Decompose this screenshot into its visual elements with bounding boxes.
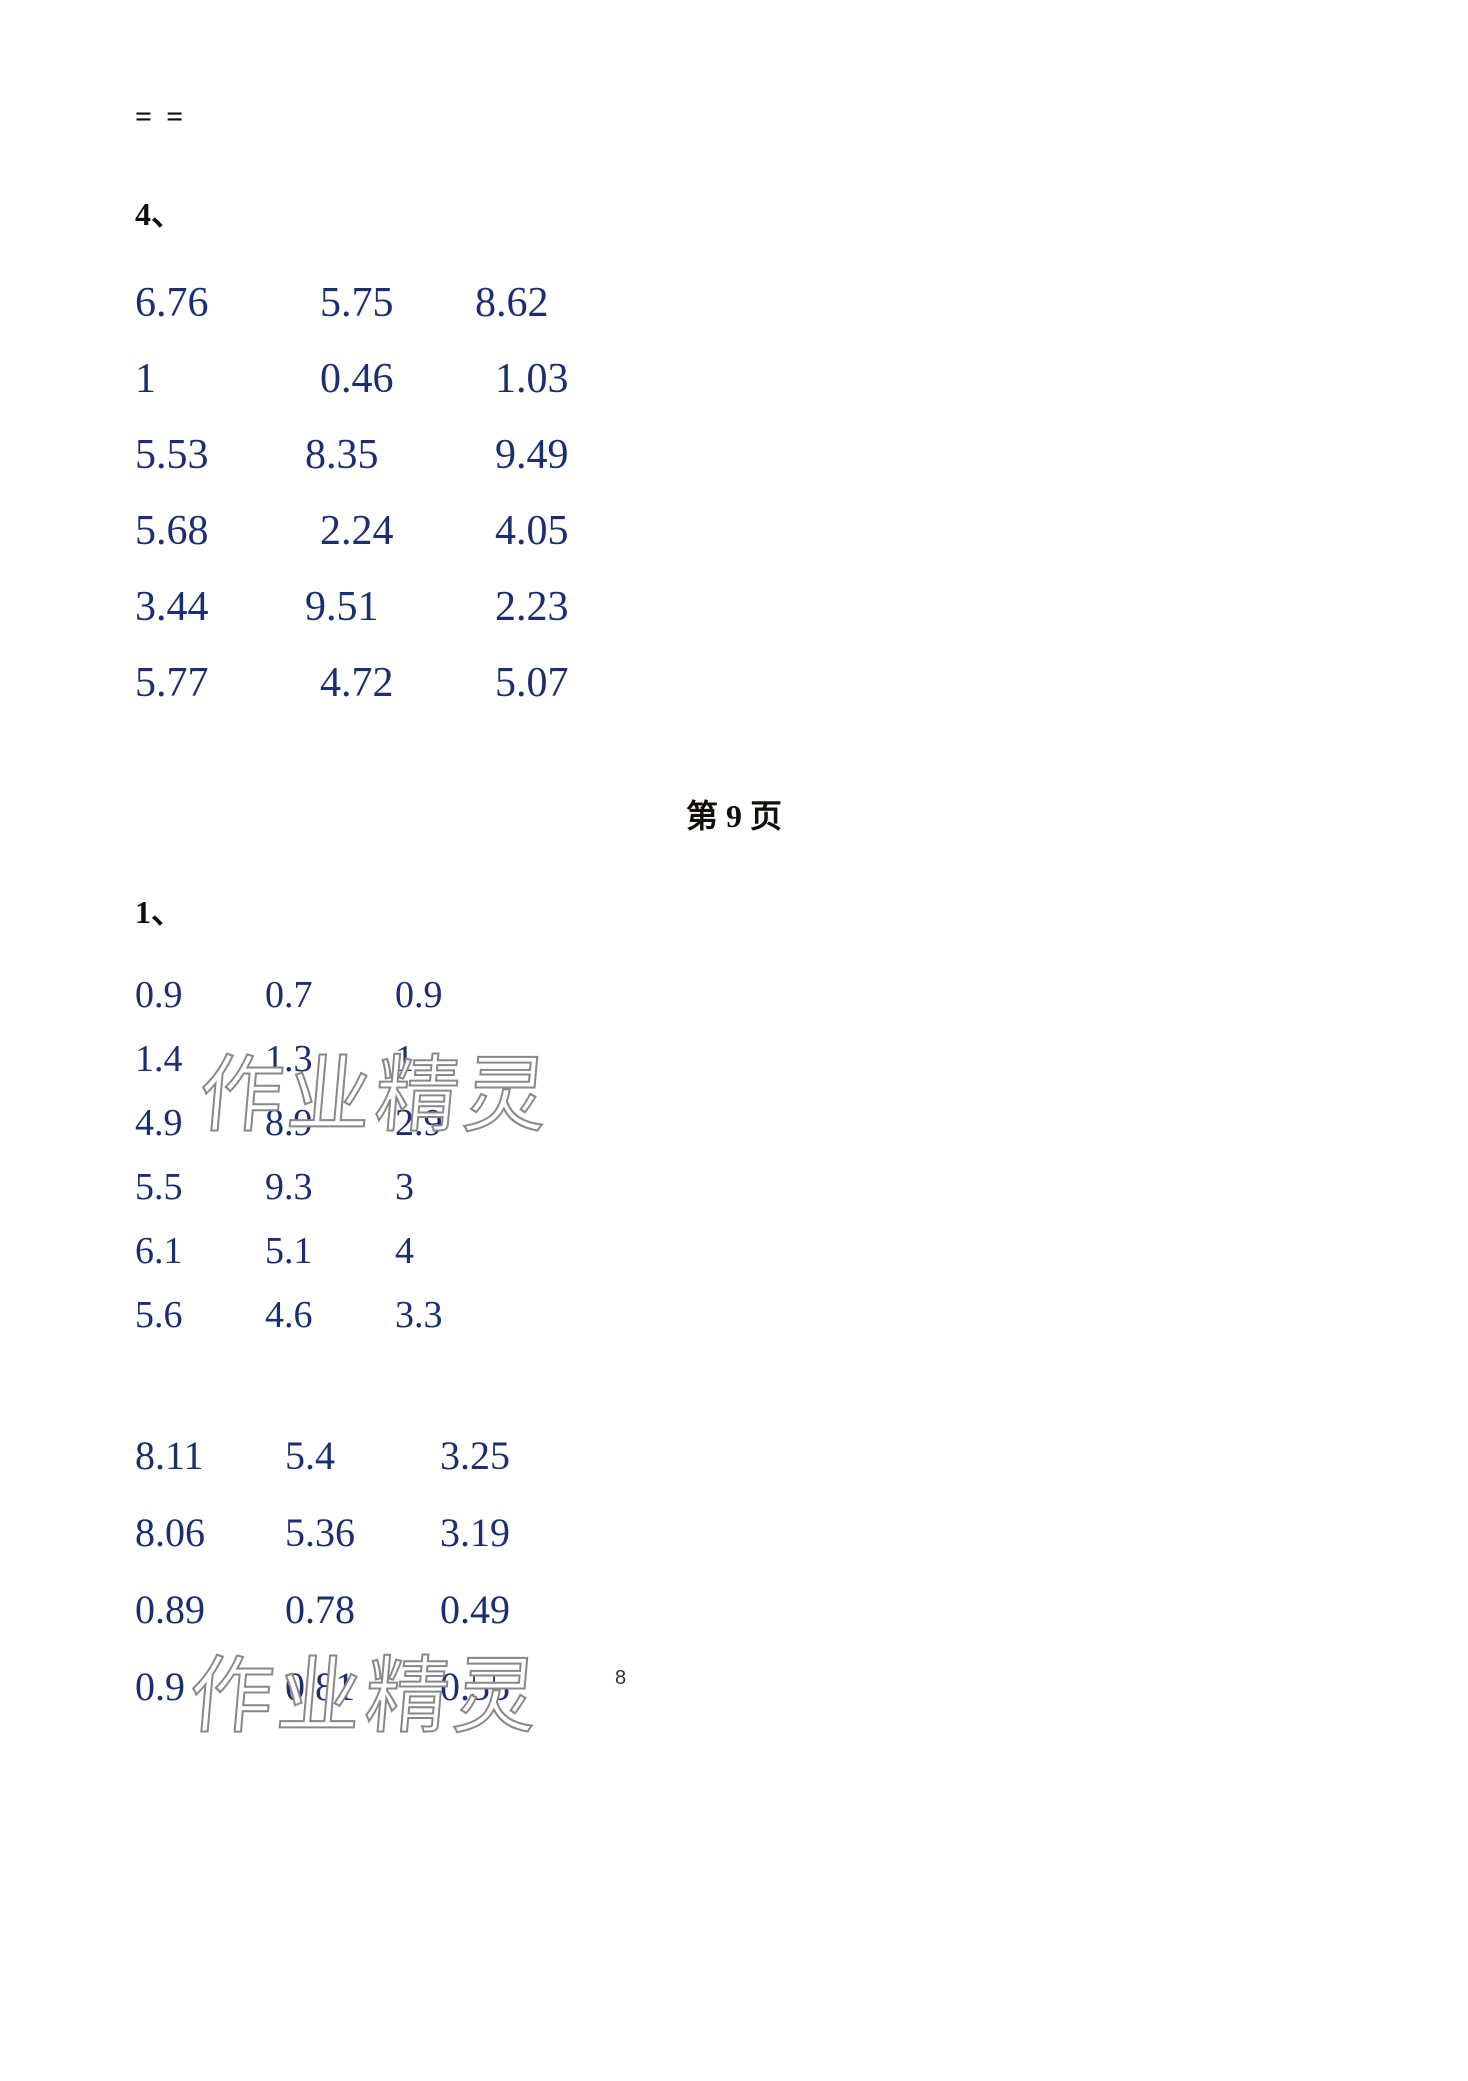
number-cell: 5.75 [305, 265, 475, 341]
number-cell: 6.76 [135, 265, 305, 341]
number-cell: 4 [395, 1219, 525, 1283]
number-cell: 8.35 [305, 417, 475, 493]
number-cell: 1.3 [265, 1027, 395, 1091]
table-row: 4.9 8.9 2.9 [135, 1091, 525, 1155]
number-cell: 4.9 [135, 1091, 265, 1155]
table-row: 1 0.46 1.03 [135, 341, 615, 417]
number-cell: 0.9 [135, 1648, 285, 1725]
table-row: 0.9 0.7 0.9 [135, 963, 525, 1027]
number-cell: 0.89 [135, 1571, 285, 1648]
number-cell: 4.05 [475, 493, 615, 569]
number-cell: 3.19 [440, 1494, 595, 1571]
page-heading: 第 9 页 [135, 791, 1333, 837]
table-row: 5.77 4.72 5.07 [135, 645, 615, 721]
number-table-section-a: 6.76 5.75 8.62 1 0.46 1.03 5.53 8.35 9.4… [135, 265, 615, 721]
number-cell: 3.3 [395, 1283, 525, 1347]
table-row: 0.9 0.81 0.55 [135, 1648, 595, 1725]
number-cell: 8.06 [135, 1494, 285, 1571]
number-cell: 8.62 [475, 265, 615, 341]
table-row: 5.5 9.3 3 [135, 1155, 525, 1219]
number-cell: 1.03 [475, 341, 615, 417]
table-row: 6.1 5.1 4 [135, 1219, 525, 1283]
number-cell: 0.9 [135, 963, 265, 1027]
number-cell: 2.9 [395, 1091, 525, 1155]
number-cell: 0.81 [285, 1648, 440, 1725]
number-cell: 5.36 [285, 1494, 440, 1571]
number-cell: 1.4 [135, 1027, 265, 1091]
table-row: 0.89 0.78 0.49 [135, 1571, 595, 1648]
number-cell: 6.1 [135, 1219, 265, 1283]
table-row: 8.06 5.36 3.19 [135, 1494, 595, 1571]
number-cell: 2.23 [475, 569, 615, 645]
question-number-1: 1、 [135, 887, 1333, 933]
number-cell: 3.44 [135, 569, 305, 645]
number-cell: 4.72 [305, 645, 475, 721]
number-cell: 5.1 [265, 1219, 395, 1283]
number-cell: 0.46 [305, 341, 475, 417]
number-cell: 3 [395, 1155, 525, 1219]
number-cell: 5.6 [135, 1283, 265, 1347]
number-cell: 0.9 [395, 963, 525, 1027]
number-cell: 3.25 [440, 1417, 595, 1494]
number-cell: 9.49 [475, 417, 615, 493]
number-cell: 5.77 [135, 645, 305, 721]
number-cell: 8.9 [265, 1091, 395, 1155]
table-row: 5.68 2.24 4.05 [135, 493, 615, 569]
number-cell: 5.07 [475, 645, 615, 721]
number-cell: 0.49 [440, 1571, 595, 1648]
number-cell: 8.11 [135, 1417, 285, 1494]
number-cell: 5.68 [135, 493, 305, 569]
number-table-section-b-bottom: 8.11 5.4 3.25 8.06 5.36 3.19 0.89 0.78 0… [135, 1417, 595, 1725]
number-cell: 0.7 [265, 963, 395, 1027]
number-cell: 5.53 [135, 417, 305, 493]
table-row: 8.11 5.4 3.25 [135, 1417, 595, 1494]
number-cell: 5.5 [135, 1155, 265, 1219]
question-number-4: 4、 [135, 189, 1333, 235]
number-cell: 1 [135, 341, 305, 417]
number-cell: 9.3 [265, 1155, 395, 1219]
number-cell: 4.6 [265, 1283, 395, 1347]
table-row: 6.76 5.75 8.62 [135, 265, 615, 341]
number-table-section-b-top: 0.9 0.7 0.9 1.4 1.3 1 4.9 8.9 2.9 5.5 9.… [135, 963, 525, 1347]
number-cell: 5.4 [285, 1417, 440, 1494]
table-row: 5.53 8.35 9.49 [135, 417, 615, 493]
table-row: 1.4 1.3 1 [135, 1027, 525, 1091]
table-row: 5.6 4.6 3.3 [135, 1283, 525, 1347]
top-symbols: == [135, 100, 1333, 134]
number-cell: 1 [395, 1027, 525, 1091]
number-cell: 9.51 [305, 569, 475, 645]
table-row: 3.44 9.51 2.23 [135, 569, 615, 645]
number-cell: 2.24 [305, 493, 475, 569]
number-cell: 0.78 [285, 1571, 440, 1648]
footer-page-number: 8 [615, 1667, 626, 1690]
number-cell: 0.55 [440, 1648, 595, 1725]
